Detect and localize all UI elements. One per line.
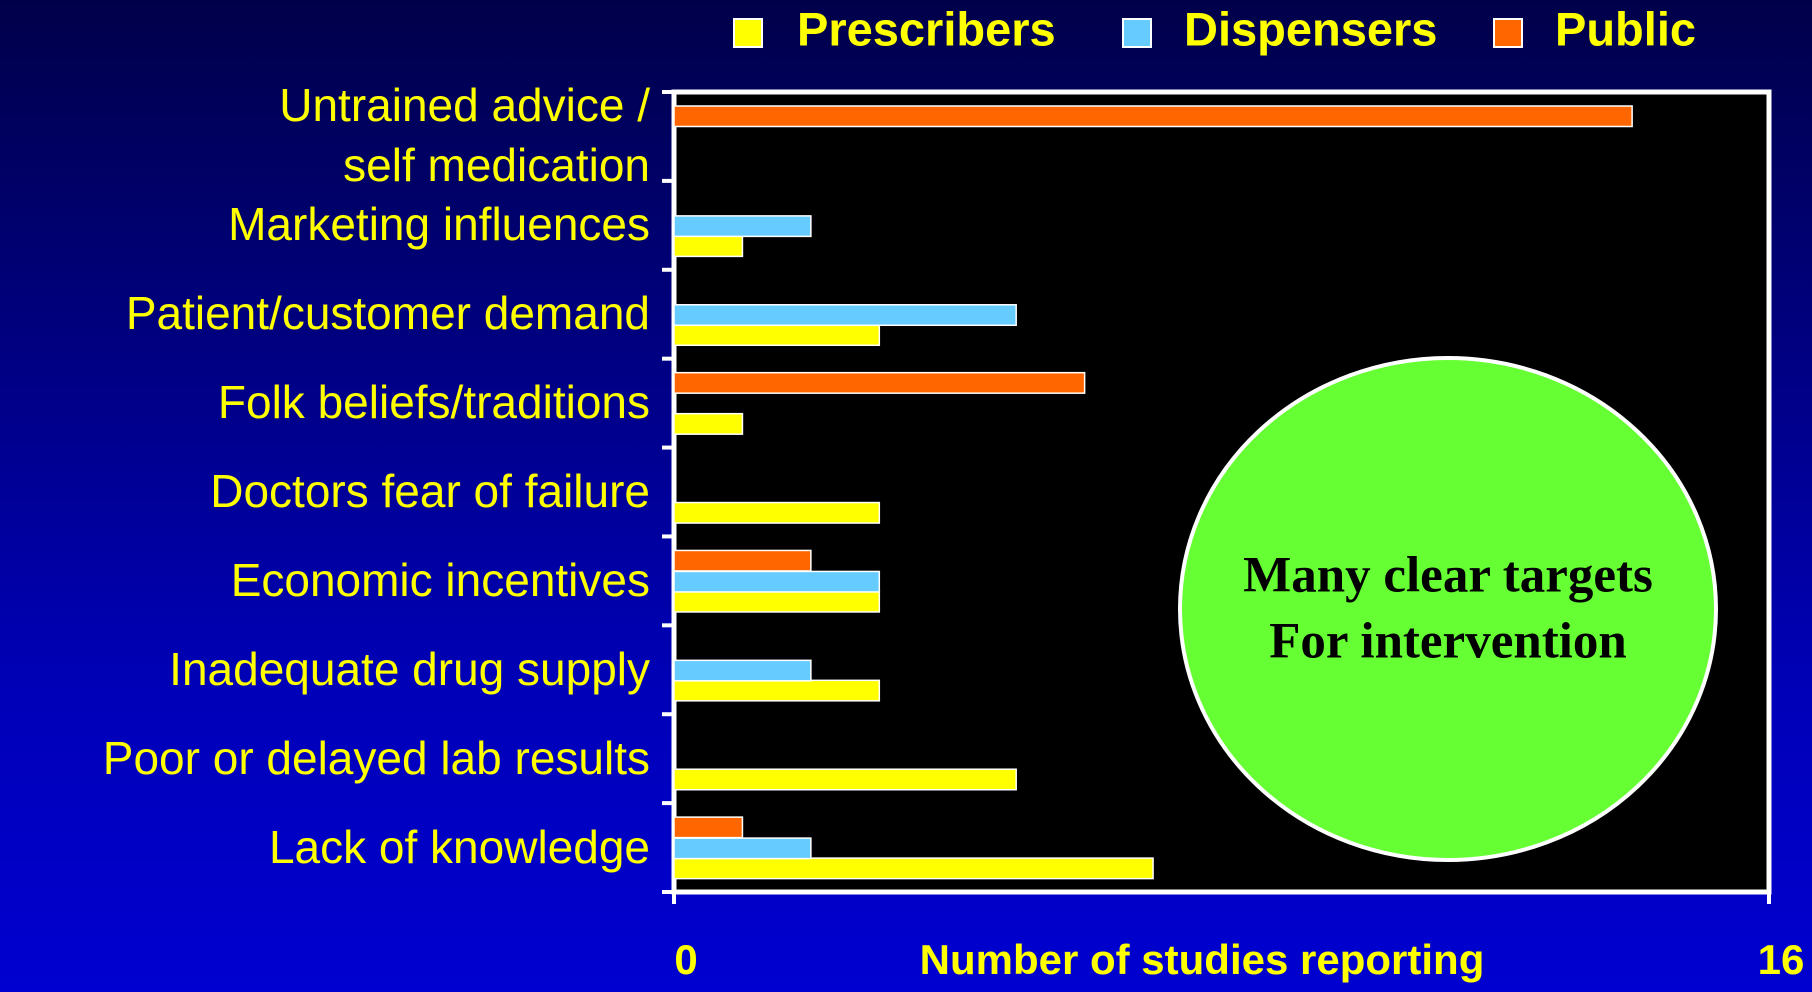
legend-swatch: [1122, 18, 1152, 48]
bar: [673, 412, 744, 435]
bar: [673, 324, 881, 347]
bar: [673, 215, 812, 238]
legend-label: Prescribers: [797, 2, 1056, 55]
bar: [673, 768, 1017, 791]
legend-swatch: [1493, 18, 1523, 48]
x-tick-label: 0: [674, 936, 697, 983]
annotation: Many clear targets For intervention: [1243, 547, 1653, 670]
callout: [1178, 356, 1718, 862]
bar: [673, 590, 881, 613]
legend-label: Public: [1555, 2, 1696, 55]
bar: [673, 105, 1633, 128]
bar: [673, 501, 881, 524]
x-axis-label: Number of studies reporting: [920, 936, 1485, 983]
y-tick-label: Economic incentives: [230, 553, 650, 606]
legend-label: Dispensers: [1184, 2, 1437, 55]
y-tick-label: Untrained advice / self medication: [279, 79, 650, 192]
y-tick-label: Inadequate drug supply: [169, 642, 650, 695]
y-tick-label: Patient/customer demand: [125, 287, 650, 340]
y-tick-label: Marketing influences: [228, 198, 650, 251]
bar: [673, 857, 1154, 880]
bar: [673, 659, 812, 682]
bar: [673, 304, 1017, 327]
bar: [673, 235, 744, 258]
bar: [673, 816, 744, 839]
y-tick-label: Lack of knowledge: [268, 820, 650, 873]
y-tick-label: Poor or delayed lab results: [102, 731, 650, 784]
x-tick-label: 16: [1758, 936, 1805, 983]
bar: [673, 837, 812, 860]
y-tick-label: Folk beliefs/traditions: [217, 376, 650, 429]
legend-swatch: [733, 18, 763, 48]
bar: [673, 549, 812, 572]
y-tick-label: Doctors fear of failure: [210, 465, 650, 518]
bar: [673, 371, 1086, 394]
bar: [673, 570, 881, 593]
bar: [673, 679, 881, 702]
